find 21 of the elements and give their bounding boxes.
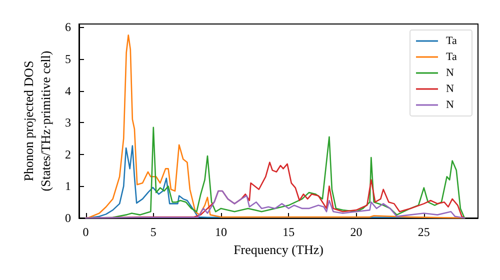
x-tick-label: 5 bbox=[150, 225, 156, 239]
y-tick-label: 3 bbox=[65, 116, 71, 130]
x-tick-label: 20 bbox=[350, 225, 362, 239]
y-tick-label: 1 bbox=[65, 179, 71, 194]
x-tick-label: 15 bbox=[282, 225, 295, 239]
legend-label: Ta bbox=[446, 51, 457, 63]
line-series bbox=[85, 190, 466, 219]
legend-label: Ta bbox=[446, 35, 457, 47]
legend-label: N bbox=[446, 67, 454, 79]
y-tick-label: 5 bbox=[65, 52, 71, 66]
x-tick-label: 10 bbox=[215, 225, 228, 239]
x-axis-title: Frequency (THz) bbox=[234, 242, 324, 257]
y-tick-label: 6 bbox=[65, 20, 71, 34]
y-tick-label: 0 bbox=[65, 211, 71, 225]
y-tick-label: 2 bbox=[65, 147, 71, 162]
x-tick-label: 0 bbox=[82, 225, 89, 239]
legend-label: N bbox=[446, 99, 454, 111]
x-tick-label: 25 bbox=[418, 225, 430, 239]
y-tick-label: 4 bbox=[65, 84, 71, 98]
y-axis-title: Phonon projected DOS (States/THz·primitive cell) bbox=[21, 50, 54, 192]
legend-label: N bbox=[446, 83, 454, 95]
